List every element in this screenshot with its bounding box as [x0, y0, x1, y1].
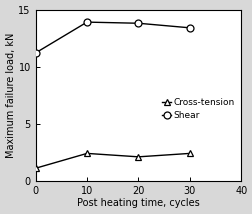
Shear — [136, 22, 139, 25]
Shear — [188, 27, 191, 29]
Cross-tension — [136, 156, 139, 158]
Cross-tension — [85, 152, 88, 155]
Line: Shear: Shear — [32, 19, 193, 56]
Shear — [85, 21, 88, 23]
Cross-tension — [188, 152, 191, 155]
Y-axis label: Maximum failure load, kN: Maximum failure load, kN — [6, 33, 15, 158]
Cross-tension — [34, 167, 37, 169]
X-axis label: Post heating time, cycles: Post heating time, cycles — [77, 198, 199, 208]
Shear — [34, 52, 37, 54]
Legend: Cross-tension, Shear: Cross-tension, Shear — [160, 96, 236, 122]
Line: Cross-tension: Cross-tension — [32, 150, 193, 172]
